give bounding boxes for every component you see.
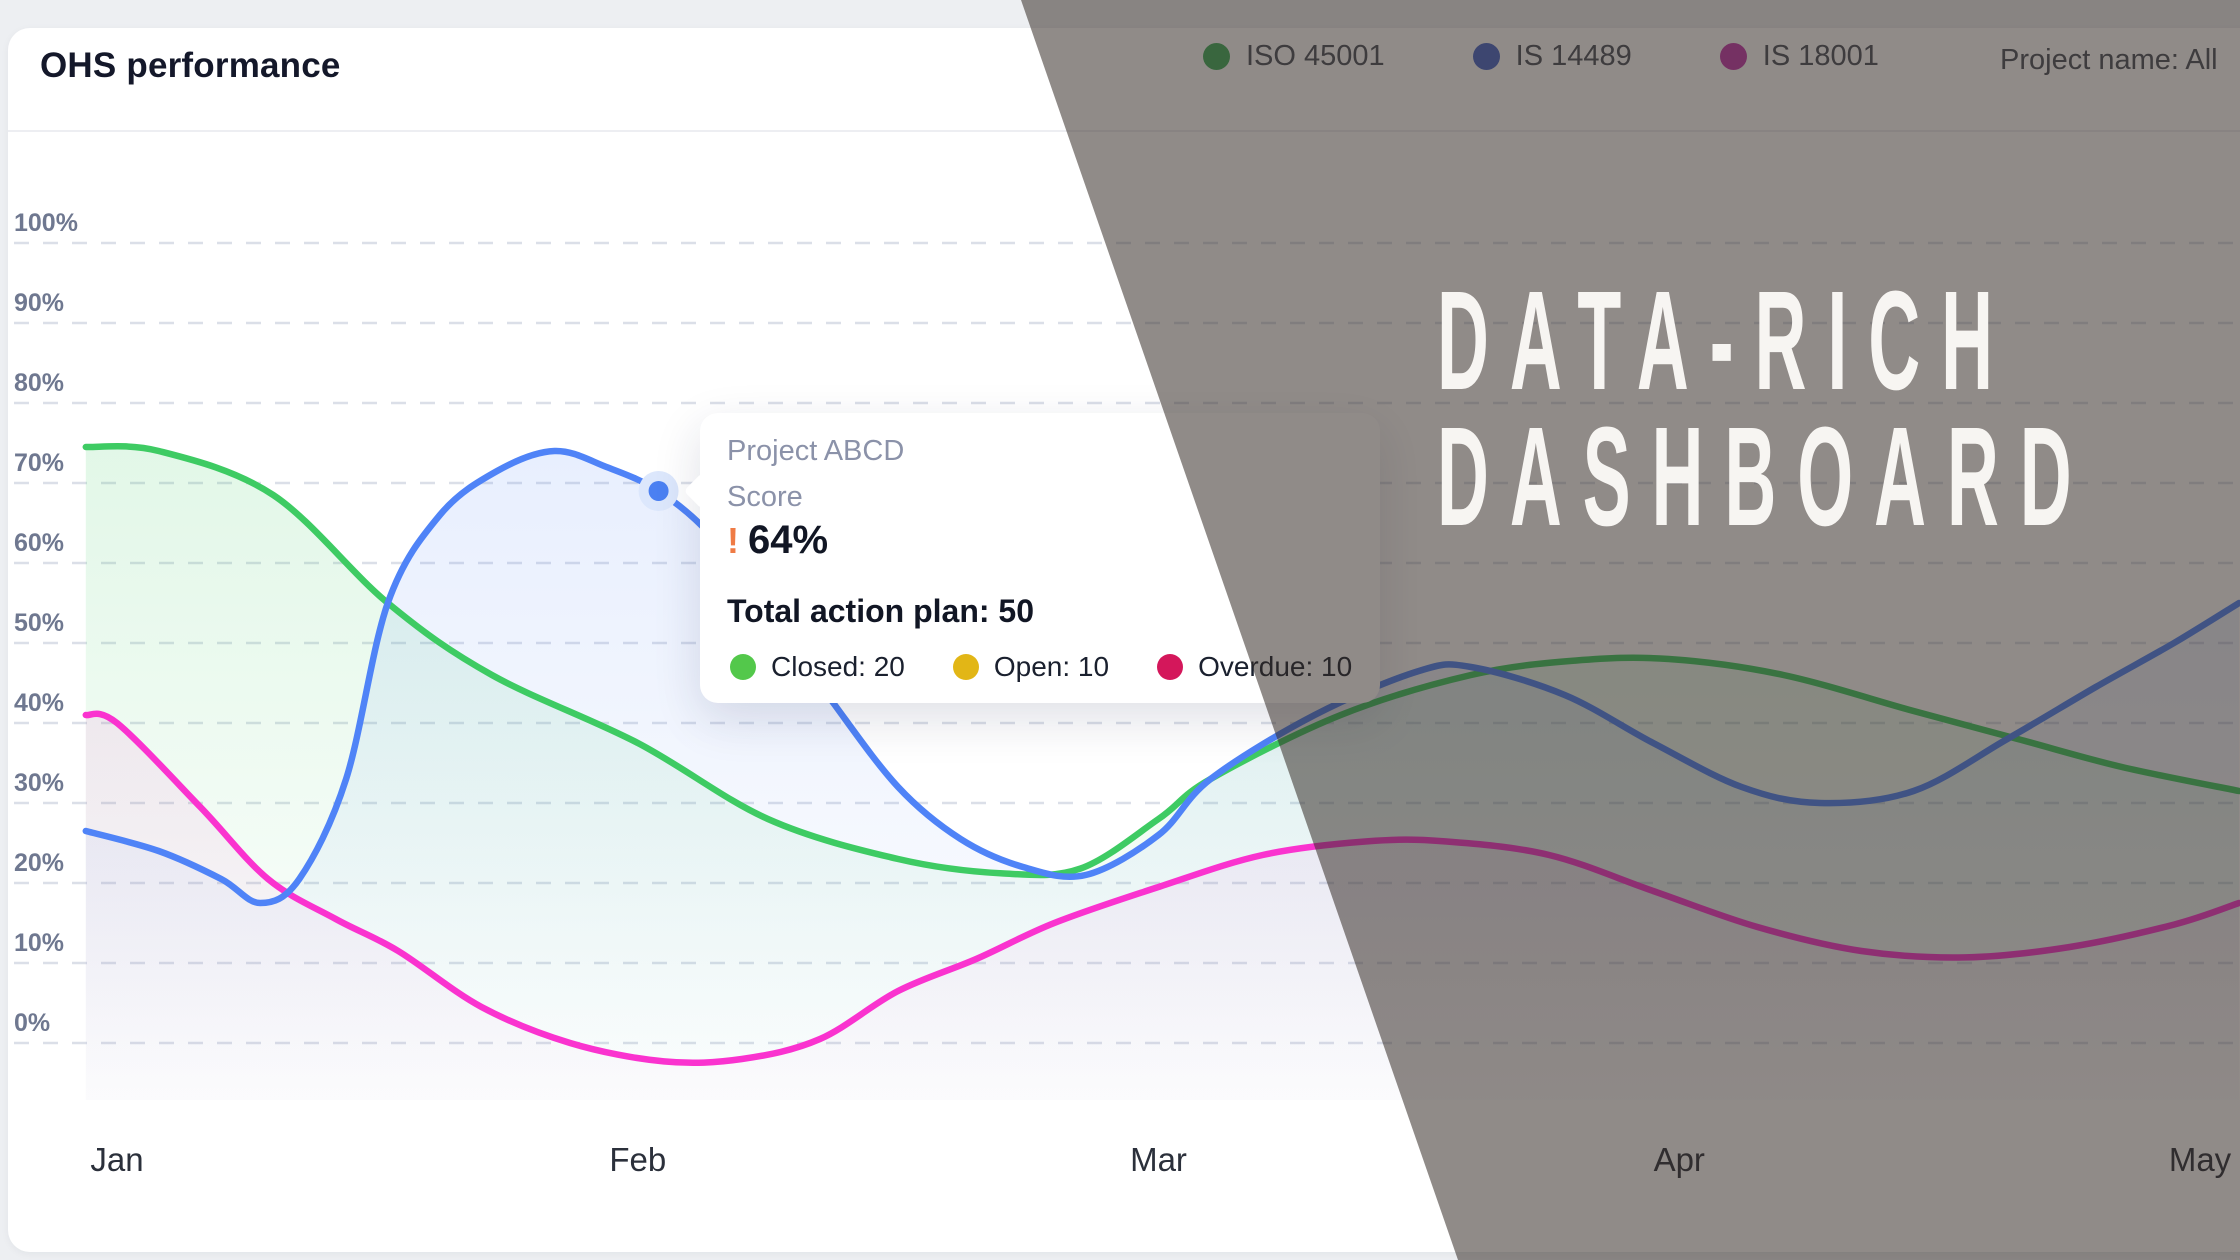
hover-point-dot [648,481,669,501]
overlay-headline-line1: DATA-RICH [1437,261,2014,419]
x-axis-label: Mar [1130,1141,1187,1178]
x-axis-label: Feb [609,1141,666,1178]
page-title: OHS performance [40,46,341,85]
tooltip-total-action-plan: Total action plan: 50 [727,593,1034,629]
y-axis-label: 90% [14,289,64,317]
x-axis-label: Jan [90,1141,143,1178]
tooltip-legend-label: Closed: 20 [771,651,905,682]
y-axis-label: 10% [14,929,64,957]
y-axis-label: 100% [14,209,78,237]
y-axis-label: 30% [14,769,64,797]
tooltip-project-name: Project ABCD [727,435,905,467]
tooltip-legend-dot-icon [1157,654,1184,680]
y-axis-label: 0% [14,1009,50,1037]
y-axis-label: 60% [14,529,64,557]
tooltip-score-value: 64% [748,518,829,562]
alert-icon: ! [727,520,739,561]
tooltip-legend-label: Open: 10 [993,651,1110,682]
tooltip-legend-dot-icon [952,654,979,680]
y-axis-label: 80% [14,369,64,397]
tooltip-legend-item: Closed: 20 [730,651,905,683]
tooltip-legend-dot-icon [730,654,756,680]
y-axis-label: 50% [14,609,64,637]
overlay-headline-line2: DASHBOARD [1437,397,2093,555]
tooltip-score-row: ! 64% [727,518,828,563]
y-axis-label: 20% [14,849,64,877]
y-axis-label: 70% [14,449,64,477]
overlay-headline: DATA-RICH DASHBOARD [1437,261,2093,555]
y-axis-label: 40% [14,689,64,717]
tooltip-legend-item: Open: 10 [952,651,1110,683]
tooltip-score-label: Score [727,481,803,513]
